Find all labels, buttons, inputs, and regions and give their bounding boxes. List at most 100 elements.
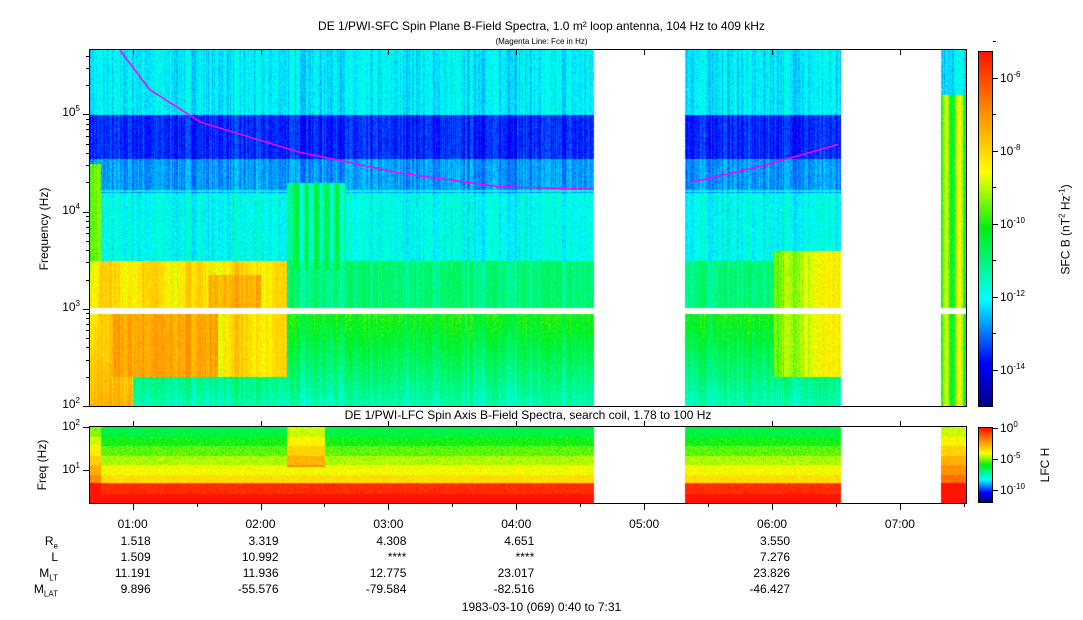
sfc-time-tick-6 — [899, 49, 901, 55]
time-tick-top-6 — [899, 421, 901, 426]
chart-subtitle: (Magenta Line: Fce in Hz) — [495, 37, 588, 46]
sfc-colorbar — [979, 52, 992, 406]
lfc-cbar-tick — [993, 458, 998, 460]
sfc-colorbar-frame — [978, 51, 993, 407]
lfc-ytick-label-2-base: 10 — [62, 419, 76, 433]
time-tick-3 — [516, 504, 518, 510]
sfc-minor-tick — [86, 153, 90, 155]
sfc-cbar-label--8-base: 10 — [1000, 143, 1014, 158]
time-tick-top-0 — [132, 421, 134, 426]
sfc-cbar-minor-tick — [993, 41, 996, 43]
lfc-ytick-1 — [83, 470, 90, 472]
sfc-minor-tick — [86, 182, 90, 184]
sfc-cbar-label--14: 10-14 — [1000, 362, 1025, 377]
time-tick-label: 04:00 — [501, 517, 532, 531]
ephemeris-label-sub: LT — [49, 573, 58, 583]
time-tick-top-3 — [516, 421, 518, 426]
sfc-minor-tick — [86, 233, 90, 235]
lfc-colorbar-frame — [978, 427, 993, 503]
sfc-plot-frame — [89, 49, 967, 407]
sfc-time-tick-1 — [260, 49, 262, 55]
sfc-minor-tick — [86, 313, 90, 315]
sfc-spectrogram — [90, 50, 966, 406]
sfc-cbar-label--12-exp: -12 — [1013, 288, 1025, 298]
sfc-cbar-label--10: 10-10 — [1000, 216, 1025, 231]
sfc-minor-tick — [86, 250, 90, 252]
sfc-cbar-minor-tick — [993, 260, 996, 262]
sfc-ytick-label-4-base: 10 — [62, 202, 76, 217]
lfc-cbar-label--10-base: 10 — [1000, 482, 1014, 497]
time-minor-tick — [963, 504, 965, 507]
time-tick-6 — [899, 504, 901, 510]
sfc-cbar-minor-tick — [993, 333, 996, 334]
sfc-cbar-tick — [993, 150, 998, 152]
time-minor-tick — [835, 504, 837, 507]
time-tick-label: 02:00 — [245, 517, 276, 531]
ephemeris-label-main: M — [39, 566, 50, 580]
ephemeris-value: -55.576 — [237, 582, 279, 596]
ephemeris-label-sub: e — [53, 541, 58, 551]
sfc-minor-tick — [86, 85, 90, 87]
lfc-ytick-label-2-exp: 2 — [75, 418, 80, 427]
lfc-ytick-label-1-exp: 1 — [75, 461, 80, 471]
sfc-minor-tick — [86, 240, 90, 242]
sfc-minor-tick — [86, 318, 90, 320]
lfc-cbar-label--10: 10-10 — [1000, 482, 1025, 497]
lfc-ytick-label-1: 101 — [62, 461, 80, 476]
fce-line-segment-1 — [690, 143, 839, 184]
sfc-ytick-label-2-base: 10 — [62, 397, 76, 411]
time-minor-tick — [580, 504, 582, 507]
ephemeris-value: 11.191 — [114, 566, 151, 580]
time-minor-tick — [708, 504, 710, 507]
sfc-time-tick-4 — [644, 49, 646, 55]
sfc-minor-tick — [86, 338, 90, 340]
lfc-cbar-label-0: 100 — [1000, 420, 1018, 435]
sfc-cbar-label--12: 10-12 — [1000, 289, 1025, 304]
sfc-ytick-label-5: 105 — [62, 104, 80, 119]
ephemeris-value: 23.826 — [753, 566, 791, 580]
time-tick-top-1 — [260, 421, 262, 426]
lfc-title: DE 1/PWI-LFC Spin Axis B-Field Spectra, … — [344, 408, 712, 422]
sfc-minor-tick — [86, 129, 90, 131]
sfc-ytick-2 — [83, 406, 90, 407]
fce-line-segment-0 — [119, 50, 594, 190]
ephemeris-label-sub: LAT — [43, 589, 58, 599]
lfc-colorbar — [979, 428, 992, 502]
sfc-ytick-5 — [83, 114, 90, 116]
ephemeris-value: 1.509 — [120, 550, 151, 564]
sfc-ytick-label-3-base: 10 — [62, 299, 76, 314]
sfc-colorbar-label: SFC B (nT2 Hz-1) — [1057, 184, 1073, 275]
sfc-time-tick-0 — [132, 49, 134, 55]
ephemeris-value: 3.319 — [248, 534, 279, 548]
ephemeris-row-label: Re — [45, 534, 58, 550]
lfc-spectrogram — [90, 427, 966, 503]
ephemeris-value: **** — [387, 550, 407, 564]
sfc-ytick-label-4: 104 — [62, 202, 80, 217]
sfc-y-axis-label: Frequency (Hz) — [37, 187, 51, 271]
ephemeris-value: 23.017 — [497, 566, 535, 580]
sfc-minor-tick — [86, 55, 90, 57]
time-tick-0 — [132, 504, 134, 510]
lfc-cbar-tick — [993, 489, 998, 491]
lfc-ytick-2 — [83, 427, 90, 428]
time-minor-tick — [196, 504, 198, 507]
sfc-cbar-label--8-exp: -8 — [1013, 142, 1021, 152]
ephemeris-value: 12.775 — [369, 566, 407, 580]
sfc-ytick-label-5-base: 10 — [62, 105, 76, 120]
time-minor-tick — [324, 504, 326, 507]
sfc-cbar-tick — [993, 296, 998, 298]
lfc-cbar-label--5-exp: -5 — [1013, 450, 1021, 460]
sfc-cbar-label--14-base: 10 — [1000, 362, 1014, 377]
time-tick-4 — [644, 504, 646, 510]
sfc-cbar-label--10-base: 10 — [1000, 216, 1014, 231]
sfc-minor-tick — [86, 68, 90, 70]
time-tick-top-5 — [772, 421, 774, 426]
ephemeris-row-label: L — [51, 550, 58, 564]
ephemeris-value: **** — [515, 550, 535, 564]
sfc-time-tick-2 — [388, 49, 390, 55]
sfc-minor-tick — [86, 118, 90, 120]
sfc-cbar-label--6-base: 10 — [1000, 70, 1014, 85]
sfc-cbar-tick — [993, 369, 998, 371]
time-tick-label: 03:00 — [373, 517, 404, 531]
sfc-ytick-label-3-exp: 3 — [75, 298, 80, 308]
